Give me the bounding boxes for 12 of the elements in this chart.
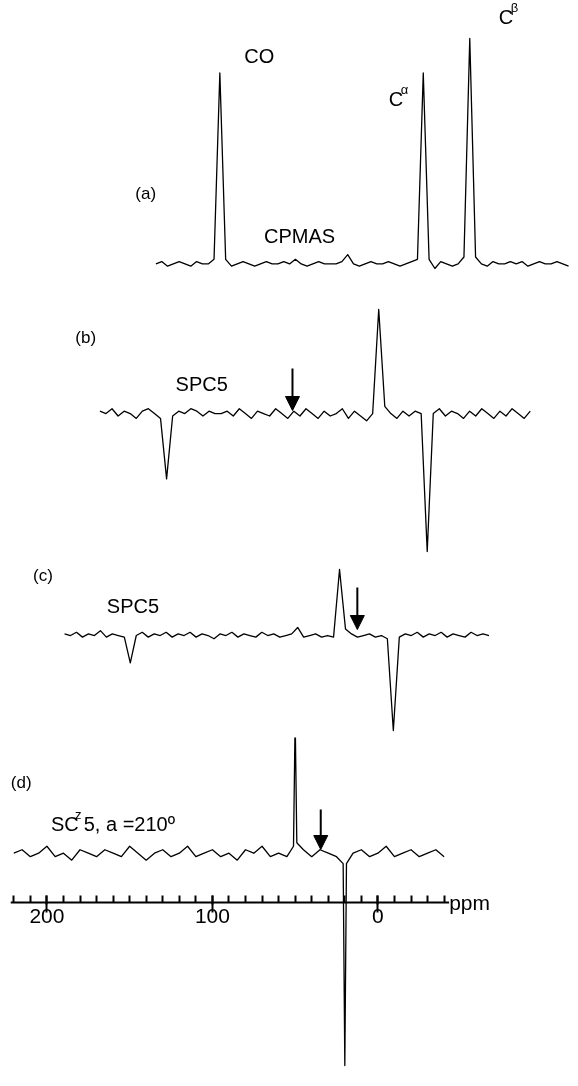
chart-title: (c) — [33, 566, 53, 585]
x-tick-label: 100 — [194, 903, 230, 927]
text: (a) — [135, 184, 157, 203]
x-tick-label: 0 — [372, 903, 384, 927]
text: (d) — [10, 773, 32, 792]
text: (b) — [75, 328, 97, 347]
annotation: SPC5 — [175, 372, 228, 395]
annotation: CPMAS — [263, 224, 336, 247]
x-tick-label: 200 — [29, 903, 65, 927]
annotation: SPC5 — [106, 594, 160, 617]
x-axis-title: ppm — [449, 891, 490, 914]
annotation: CO — [244, 44, 275, 67]
